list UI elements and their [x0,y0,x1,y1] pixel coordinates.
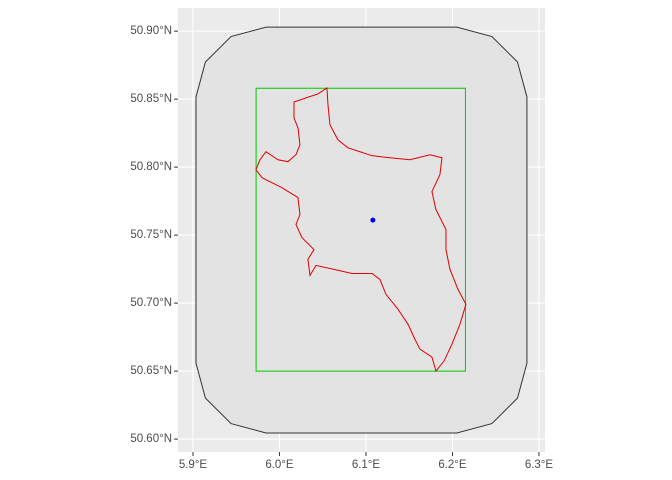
polygon [195,26,528,434]
y-tick-label: 50.65°N [130,365,172,377]
y-tick-label: 50.75°N [130,229,172,241]
x-tick-label: 6.0°E [265,459,294,471]
x-tick-label: 6.1°E [352,459,381,471]
x-tick-label: 6.2°E [438,459,467,471]
point [370,217,376,223]
y-tick-label: 50.80°N [130,161,172,173]
x-tick-label: 6.3°E [525,459,554,471]
y-tick-label: 50.60°N [130,433,172,445]
x-tick-label: 5.9°E [179,459,208,471]
y-tick-label: 50.85°N [130,93,172,105]
y-tick-label: 50.90°N [130,25,172,37]
y-tick-label: 50.70°N [130,297,172,309]
polygon [255,87,466,372]
polygon [255,87,467,373]
